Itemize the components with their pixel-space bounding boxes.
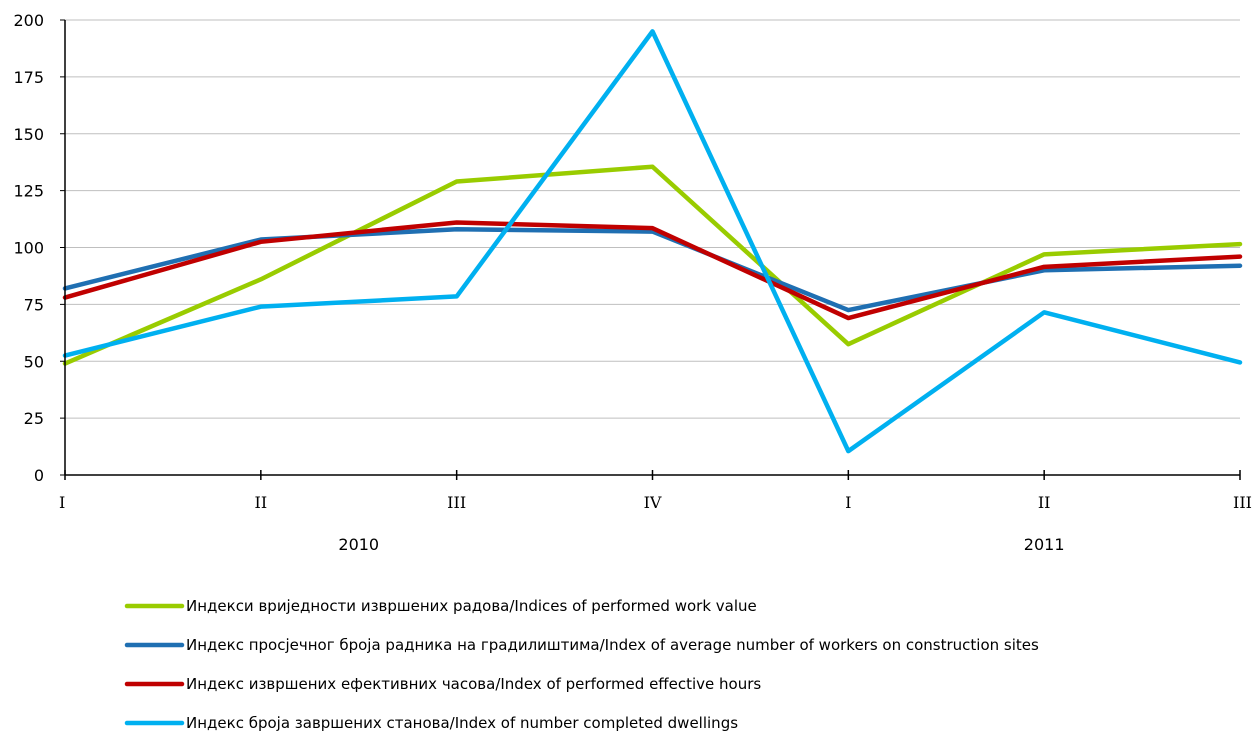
y-tick-label: 75 xyxy=(24,295,44,314)
y-axis-tick-labels: 0 25 50 75 100 125 150 175 200 xyxy=(13,11,44,485)
x-tick-label: IV xyxy=(644,493,662,512)
x-tick-label: III xyxy=(1233,493,1252,512)
legend-label: Индекси вриједности извршених радова/Ind… xyxy=(186,597,757,615)
y-tick-label: 25 xyxy=(24,409,44,428)
series-line xyxy=(62,227,1243,313)
x-tick-label: III xyxy=(447,493,466,512)
legend: Индекси вриједности извршених радова/Ind… xyxy=(124,597,1039,732)
y-tick-label: 50 xyxy=(24,352,44,371)
year-label: 2011 xyxy=(1024,535,1065,554)
x-tick-label: II xyxy=(255,493,268,512)
series-lines xyxy=(62,29,1243,454)
y-tick-label: 150 xyxy=(13,125,44,144)
axes xyxy=(60,19,1241,480)
gridlines xyxy=(65,19,1240,419)
series-line xyxy=(62,164,1243,366)
series-line xyxy=(62,29,1243,454)
legend-label: Индекс извршених ефективних часова/Index… xyxy=(186,675,761,693)
x-axis-group-labels: 2010 2011 xyxy=(338,535,1064,554)
legend-label: Индекс просјечног броја радника на гради… xyxy=(186,636,1039,654)
x-tick-label: I xyxy=(845,493,851,512)
y-tick-label: 100 xyxy=(13,239,44,258)
y-tick-label: 0 xyxy=(34,466,44,485)
y-tick-label: 175 xyxy=(13,68,44,87)
x-tick-label: II xyxy=(1038,493,1051,512)
legend-label: Индекс броја завршених станова/Index of … xyxy=(186,714,738,732)
x-tick-label: I xyxy=(59,493,65,512)
y-tick-label: 200 xyxy=(13,11,44,30)
series-line xyxy=(62,220,1243,321)
y-tick-label: 125 xyxy=(13,182,44,201)
x-axis-tick-labels: I II III IV I II III xyxy=(59,493,1252,512)
year-label: 2010 xyxy=(338,535,379,554)
